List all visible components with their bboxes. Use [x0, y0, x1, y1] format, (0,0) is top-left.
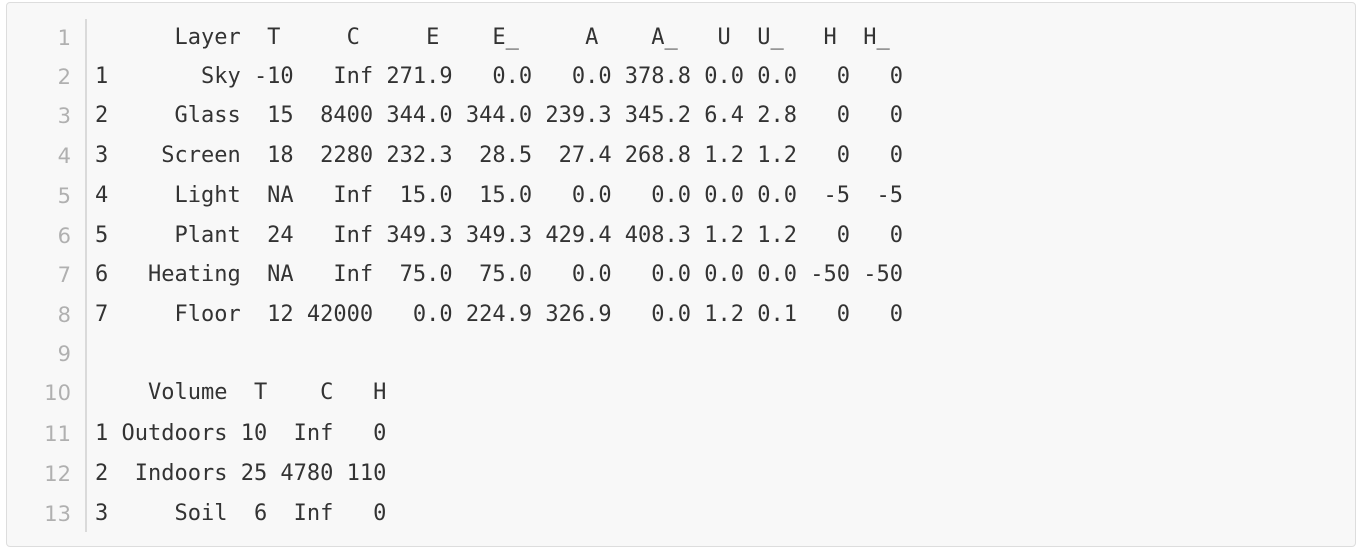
layer-row-screen: 3 Screen 18 2280 232.3 28.5 27.4 268.8 1…: [95, 143, 903, 168]
line-number: 9: [57, 342, 71, 366]
line-number: 3: [57, 104, 71, 128]
layer-row-sky: 1 Sky -10 Inf 271.9 0.0 0.0 378.8 0.0 0.…: [95, 64, 903, 89]
volume-row-soil: 3 Soil 6 Inf 0: [95, 501, 387, 526]
layer-row-plant: 5 Plant 24 Inf 349.3 349.3 429.4 408.3 1…: [95, 223, 903, 248]
line-number: 7: [57, 263, 71, 287]
layer-row-glass: 2 Glass 15 8400 344.0 344.0 239.3 345.2 …: [95, 103, 903, 128]
line-number: 1: [57, 26, 71, 50]
layer-row-heating: 6 Heating NA Inf 75.0 75.0 0.0 0.0 0.0 0…: [95, 262, 903, 287]
line-number: 6: [57, 224, 71, 248]
layer-row-light: 4 Light NA Inf 15.0 15.0 0.0 0.0 0.0 0.0…: [95, 183, 903, 208]
line-number: 5: [57, 184, 71, 208]
line-number: 4: [57, 144, 71, 168]
line-number: 10: [44, 381, 71, 405]
volume-row-indoors: 2 Indoors 25 4780 110: [95, 461, 387, 486]
line-number-gutter: 1 2 3 4 5 6 7 8 9 10 11 12 13: [7, 19, 87, 532]
line-number: 12: [44, 462, 71, 486]
code-block: 1 2 3 4 5 6 7 8 9 10 11 12 13 Layer T C …: [6, 2, 1356, 547]
line-number: 8: [57, 303, 71, 327]
volume-table-header: Volume T C H: [95, 380, 387, 405]
line-number: 2: [57, 65, 71, 89]
volume-row-outdoors: 1 Outdoors 10 Inf 0: [95, 421, 387, 446]
line-number: 13: [44, 502, 71, 526]
layer-row-floor: 7 Floor 12 42000 0.0 224.9 326.9 0.0 1.2…: [95, 302, 903, 327]
layer-table-header: Layer T C E E_ A A_ U U_ H H_: [95, 25, 890, 50]
line-number: 11: [44, 422, 71, 446]
